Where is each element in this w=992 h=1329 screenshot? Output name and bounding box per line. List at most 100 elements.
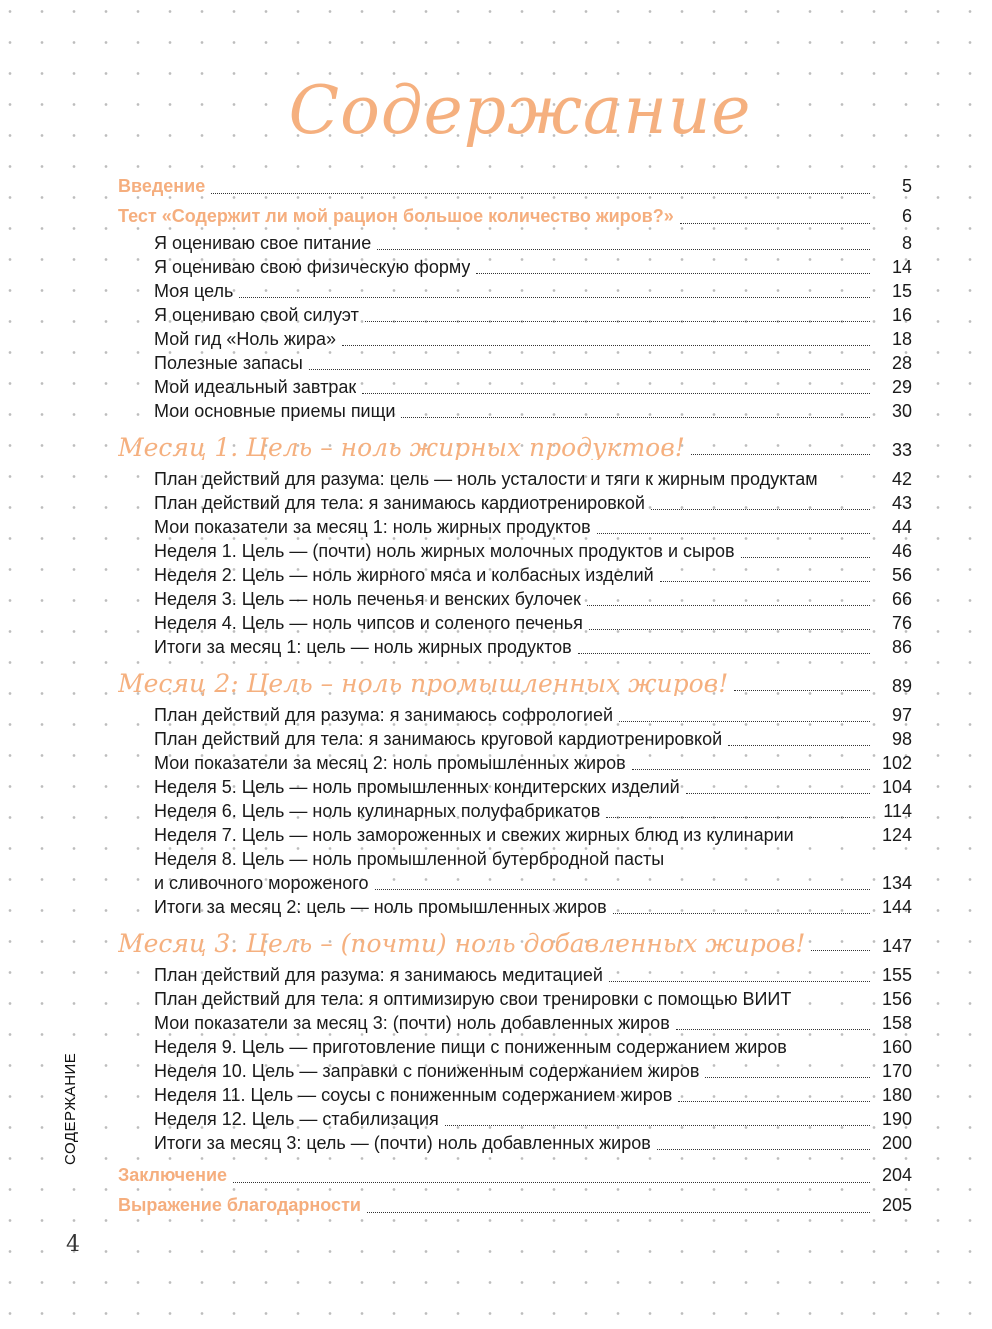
toc-section-heading[interactable]: Месяц 2: Цель – ноль промышленных жиров!… <box>118 672 912 696</box>
toc-entry[interactable]: Итоги за месяц 3: цель — (почти) ноль до… <box>118 1131 912 1155</box>
toc-page-number: 18 <box>891 329 912 349</box>
toc-section-heading[interactable]: Месяц 3. Цель – (почти) ноль добавленных… <box>118 932 912 956</box>
dot-leader <box>444 1124 870 1126</box>
toc-entry[interactable]: План действий для разума: цель — ноль ус… <box>118 467 912 491</box>
dot-leader <box>308 368 870 370</box>
toc-entry-title: Я оцениваю свой силуэт <box>154 305 359 325</box>
toc-page-number: 76 <box>891 613 912 633</box>
toc-entry[interactable]: Неделя 10. Цель — заправки с пониженным … <box>118 1059 912 1083</box>
toc-chapter-entry[interactable]: Заключение 204 <box>118 1160 912 1190</box>
dot-leader <box>690 453 870 455</box>
toc-entry[interactable]: Мои показатели за месяц 1: ноль жирных п… <box>118 515 912 539</box>
toc-page-number: 5 <box>901 176 912 196</box>
toc-page-number: 42 <box>891 469 912 489</box>
toc-chapter-entry[interactable]: Введение 5 <box>118 171 912 201</box>
toc-page-number: 147 <box>881 936 912 956</box>
toc-chapter-entry[interactable]: Тест «Содержит ли мой рацион большое кол… <box>118 201 912 231</box>
toc-page-number: 89 <box>891 676 912 696</box>
toc-entry-title: Неделя 9. Цель — приготовление пищи с по… <box>154 1037 787 1057</box>
toc-entry[interactable]: и сливочного мороженого 134 <box>118 871 912 895</box>
toc-entry[interactable]: Неделя 2. Цель — ноль жирного мяса и кол… <box>118 563 912 587</box>
toc-entry-title: Мои показатели за месяц 1: ноль жирных п… <box>154 517 591 537</box>
toc-entry[interactable]: Мои показатели за месяц 3: (почти) ноль … <box>118 1011 912 1035</box>
toc-entry[interactable]: План действий для тела: я занимаюсь кард… <box>118 491 912 515</box>
page-title: Содержание <box>288 72 752 149</box>
toc-page-number: 124 <box>881 825 912 845</box>
toc-entry-title: Полезные запасы <box>154 353 303 373</box>
dot-leader <box>705 1076 870 1078</box>
toc-entry-title: Неделя 6. Цель — ноль кулинарных полуфаб… <box>154 801 601 821</box>
toc-page-number: 43 <box>891 493 912 513</box>
dot-leader <box>685 792 870 794</box>
toc-entry[interactable]: Неделя 8. Цель — ноль промышленной бутер… <box>118 847 912 871</box>
dot-leader <box>239 296 870 298</box>
toc-page-number: 180 <box>881 1085 912 1105</box>
toc-entry[interactable]: Неделя 5. Цель — ноль промышленных конди… <box>118 775 912 799</box>
toc-entry[interactable]: Я оцениваю свой силуэт 16 <box>118 303 912 327</box>
toc-entry-title: Я оцениваю свое питание <box>154 233 372 253</box>
toc-page-number: 8 <box>901 233 912 253</box>
toc-entry-title: Итоги за месяц 1: цель — ноль жирных про… <box>154 637 572 657</box>
toc-entry[interactable]: Неделя 7. Цель — ноль замороженных и све… <box>118 823 912 847</box>
toc-entry-title: Неделя 5. Цель — ноль промышленных конди… <box>154 777 680 797</box>
toc-entry[interactable]: Неделя 1. Цель — (почти) ноль жирных мол… <box>118 539 912 563</box>
toc-entry[interactable]: Неделя 6. Цель — ноль кулинарных полуфаб… <box>118 799 912 823</box>
toc-entry-title: и сливочного мороженого <box>154 873 369 893</box>
toc-entry[interactable]: Я оцениваю свое питание 8 <box>118 231 912 255</box>
toc-entry-title: Мои показатели за месяц 3: (почти) ноль … <box>154 1013 670 1033</box>
toc-page-number: 16 <box>891 305 912 325</box>
toc-page-number: 160 <box>881 1037 912 1057</box>
toc-entry-title: Мой гид «Ноль жира» <box>154 329 337 349</box>
toc-entry[interactable]: План действий для разума: я занимаюсь со… <box>118 703 912 727</box>
toc-page-number: 15 <box>891 281 912 301</box>
toc-section-heading[interactable]: Месяц 1. Цель – ноль жирных продуктов! 33 <box>118 436 912 460</box>
toc-entry-title: План действий для тела: я занимаюсь кард… <box>154 493 645 513</box>
toc-page-number: 134 <box>881 873 912 893</box>
toc-entry[interactable]: План действий для тела: я оптимизирую св… <box>118 987 912 1011</box>
toc-entry-title: Неделя 8. Цель — ноль промышленной бутер… <box>154 849 665 869</box>
toc-entry[interactable]: Итоги за месяц 1: цель — ноль жирных про… <box>118 635 912 659</box>
toc-page-number: 29 <box>891 377 912 397</box>
toc-page-number: 46 <box>891 541 912 561</box>
toc-entry-title: Неделя 12. Цель — стабилизация <box>154 1109 439 1129</box>
toc-page-number: 144 <box>881 897 912 917</box>
toc-entry-title: Неделя 11. Цель — соусы с пониженным сод… <box>154 1085 673 1105</box>
toc-page-number: 86 <box>891 637 912 657</box>
toc-entry[interactable]: Итоги за месяц 2: цель — ноль промышленн… <box>118 895 912 919</box>
dot-leader <box>401 416 870 418</box>
toc-entry-title: Итоги за месяц 2: цель — ноль промышленн… <box>154 897 607 917</box>
toc-entry-title: Месяц 3. Цель – (почти) ноль добавленных… <box>118 932 806 956</box>
dot-leader <box>740 556 870 558</box>
toc-page-number: 14 <box>891 257 912 277</box>
toc-entry-title: План действий для разума: я занимаюсь со… <box>154 705 614 725</box>
toc-entry-title: Неделя 3. Цель — ноль печенья и венских … <box>154 589 581 609</box>
toc-entry[interactable]: Мои показатели за месяц 2: ноль промышле… <box>118 751 912 775</box>
toc-entry-title: Неделя 1. Цель — (почти) ноль жирных мол… <box>154 541 735 561</box>
toc-page-number: 158 <box>881 1013 912 1033</box>
toc-entry[interactable]: Неделя 4. Цель — ноль чипсов и соленого … <box>118 611 912 635</box>
toc-entry[interactable]: Полезные запасы 28 <box>118 351 912 375</box>
toc-page-number: 30 <box>891 401 912 421</box>
toc-entry[interactable]: Мои основные приемы пищи 30 <box>118 399 912 423</box>
toc-entry-title: План действий для разума: я занимаюсь ме… <box>154 965 603 985</box>
toc-entry[interactable]: Я оцениваю свою физическую форму 14 <box>118 255 912 279</box>
toc-entry[interactable]: План действий для разума: я занимаюсь ме… <box>118 963 912 987</box>
toc-entry-title: Введение <box>118 176 206 196</box>
toc-page-number: 56 <box>891 565 912 585</box>
toc-entry[interactable]: Мой гид «Ноль жира» 18 <box>118 327 912 351</box>
toc-entry-title: Мои основные приемы пищи <box>154 401 396 421</box>
toc-entry[interactable]: Мой идеальный завтрак 29 <box>118 375 912 399</box>
toc-chapter-entry[interactable]: Выражение благодарности 205 <box>118 1190 912 1220</box>
toc-entry[interactable]: Неделя 9. Цель — приготовление пищи с по… <box>118 1035 912 1059</box>
toc-page-number: 102 <box>881 753 912 773</box>
toc-entry[interactable]: Неделя 11. Цель — соусы с пониженным сод… <box>118 1083 912 1107</box>
dot-leader <box>631 768 870 770</box>
toc-entry[interactable]: Неделя 12. Цель — стабилизация 190 <box>118 1107 912 1131</box>
toc-page-number: 33 <box>891 440 912 460</box>
dot-leader <box>650 508 870 510</box>
dot-leader <box>377 248 870 250</box>
page-number: 4 <box>66 1232 80 1257</box>
toc-entry[interactable]: Неделя 3. Цель — ноль печенья и венских … <box>118 587 912 611</box>
toc-entry[interactable]: Моя цель 15 <box>118 279 912 303</box>
toc-entry[interactable]: План действий для тела: я занимаюсь круг… <box>118 727 912 751</box>
